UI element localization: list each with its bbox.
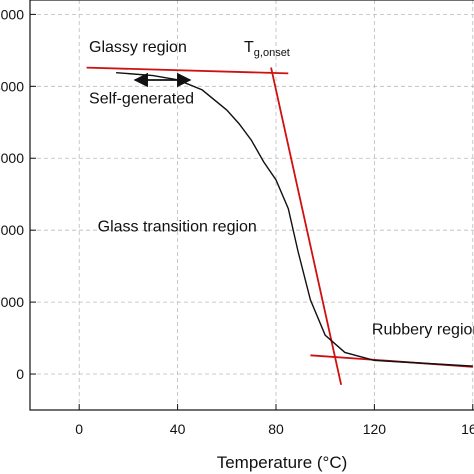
annotation: Glass transition region <box>98 219 257 236</box>
x-tick-label: 160 <box>461 421 474 437</box>
x-tick-label: 40 <box>170 421 186 437</box>
annotation: Tg,onset <box>244 39 290 59</box>
tangent-line <box>86 66 289 75</box>
y-tick-label: 3000 <box>0 150 24 166</box>
x-tick-label: 120 <box>363 421 387 437</box>
annotation-text: Glassy region <box>89 39 187 56</box>
grid <box>30 0 474 410</box>
y-tick-label: 4000 <box>0 78 24 94</box>
y-tick-label: 2000 <box>0 222 24 238</box>
y-tick-label: 1000 <box>0 294 24 310</box>
plot-frame <box>29 0 474 411</box>
x-tick-label: 80 <box>268 421 284 437</box>
data-line <box>116 71 473 367</box>
annotation-subscript: g,onset <box>254 47 290 59</box>
y-tick-label: 5000 <box>0 6 24 22</box>
annotation: Rubbery region <box>372 321 474 338</box>
annotation-text: Rubbery region <box>372 321 474 338</box>
x-axis-label: Temperature (°C) <box>217 453 348 472</box>
tangent-line <box>270 67 343 386</box>
annotation: Self-generated <box>89 91 194 108</box>
annotation-text: Self-generated <box>89 91 194 108</box>
x-tick-label: 0 <box>75 421 83 437</box>
annotation-text: T <box>244 39 254 56</box>
annotation-text: Glass transition region <box>98 219 257 236</box>
annotation: Glassy region <box>89 39 187 56</box>
y-tick-label: 0 <box>16 366 24 382</box>
